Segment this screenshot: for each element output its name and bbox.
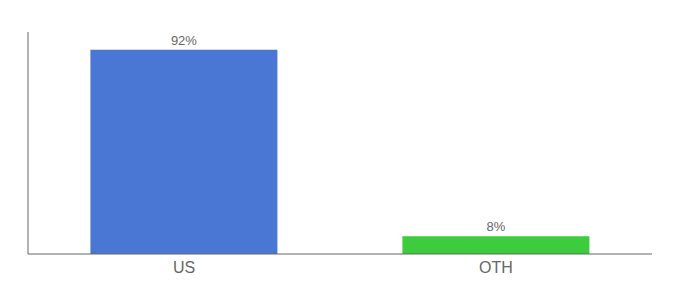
svg-text:8%: 8% <box>487 219 506 234</box>
svg-text:92%: 92% <box>171 33 197 48</box>
svg-text:US: US <box>173 259 195 276</box>
svg-text:OTH: OTH <box>479 259 513 276</box>
